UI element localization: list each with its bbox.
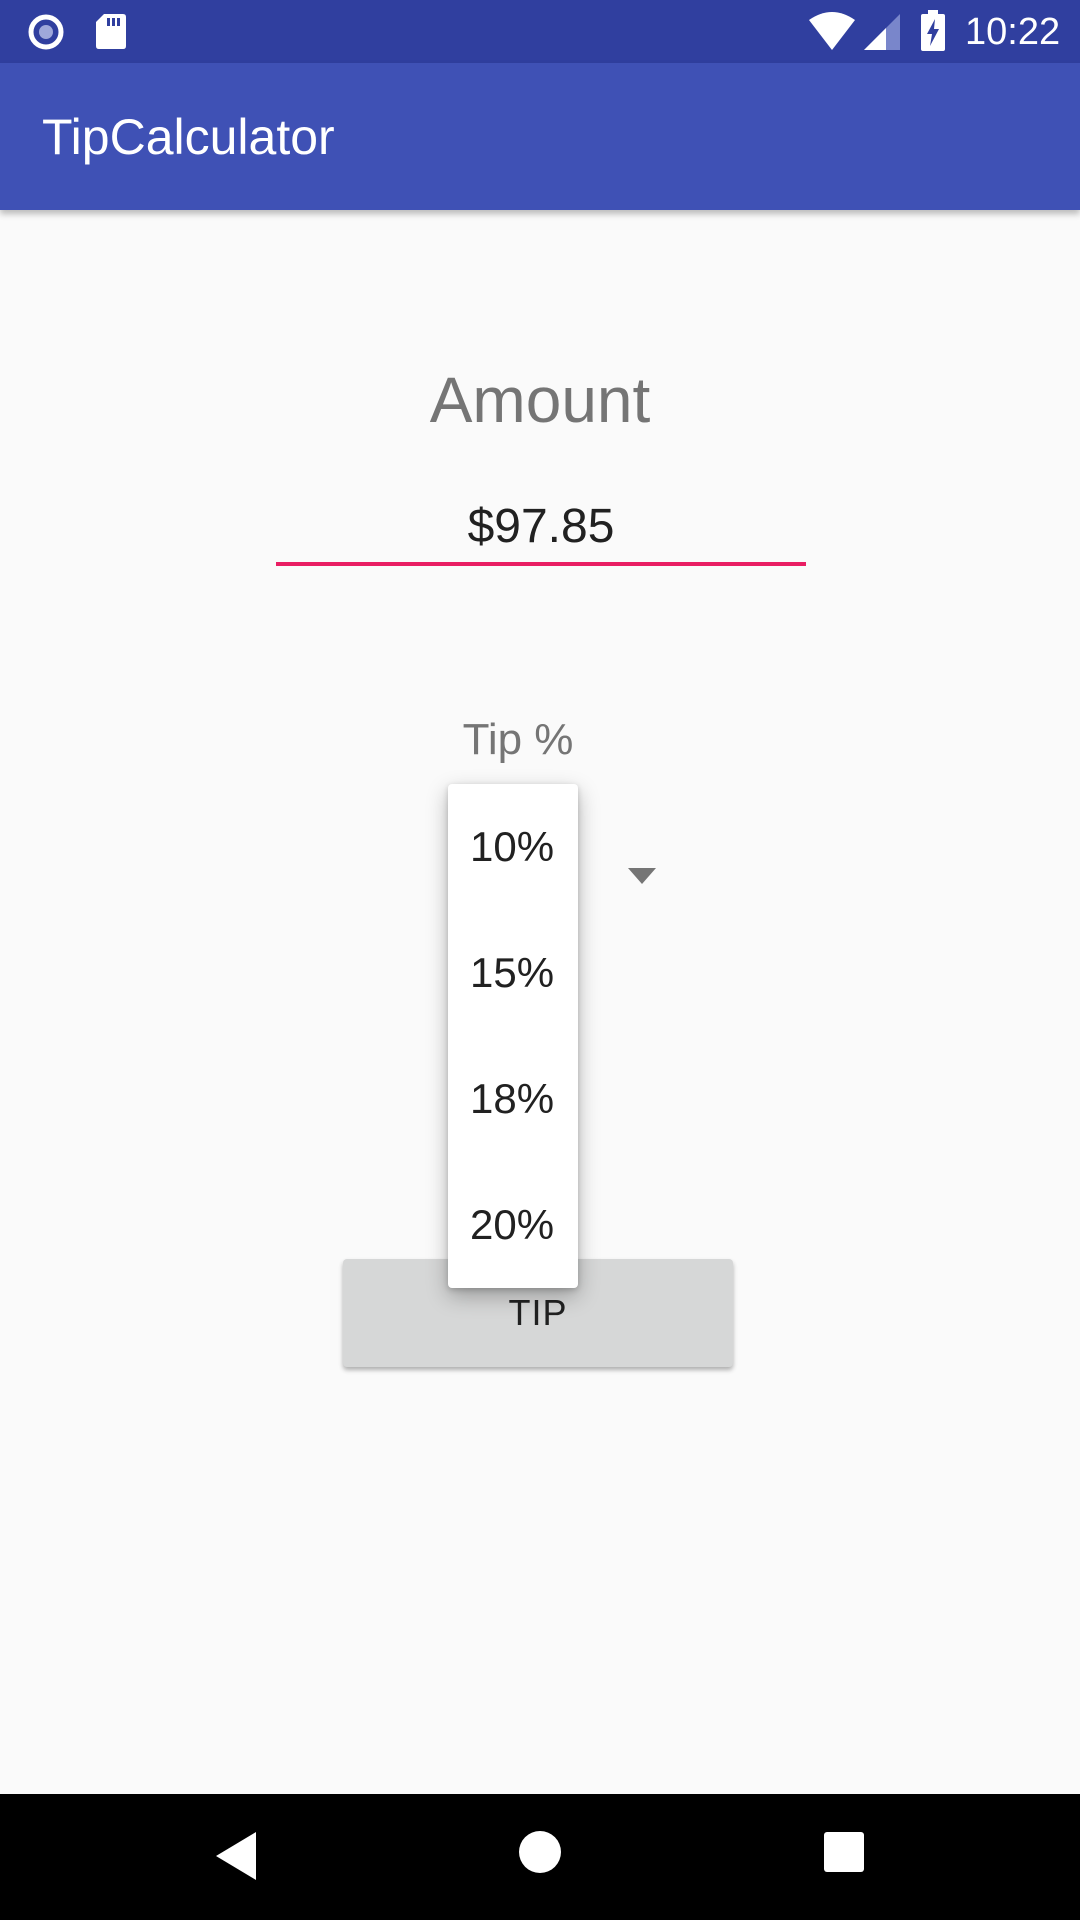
home-icon[interactable] [518,1830,562,1874]
status-time: 10:22 [965,11,1061,53]
navigation-bar [0,1794,1080,1920]
dropdown-option-15[interactable]: 15% [470,949,555,996]
sd-card-icon [96,14,126,49]
amount-input[interactable] [276,490,806,566]
tip-percent-dropdown: 10% 15% 18% 20% [448,784,578,1288]
cell-signal-icon [864,14,900,50]
dropdown-option-20[interactable]: 20% [470,1201,555,1248]
notification-circle-icon [28,14,64,50]
app-title: TipCalculator [42,109,335,165]
status-bar: 10:22 [0,0,1080,63]
tip-percent-label: Tip % [462,715,574,764]
dropdown-option-18[interactable]: 18% [470,1075,555,1122]
wifi-icon [809,12,855,50]
back-icon[interactable] [214,1830,258,1882]
app-bar: TipCalculator [0,63,1080,210]
battery-charging-icon [921,10,945,51]
amount-label: Amount [429,364,651,436]
spinner-dropdown-arrow-icon[interactable] [628,868,656,884]
dropdown-option-10[interactable]: 10% [470,823,555,870]
recents-icon[interactable] [824,1832,864,1872]
